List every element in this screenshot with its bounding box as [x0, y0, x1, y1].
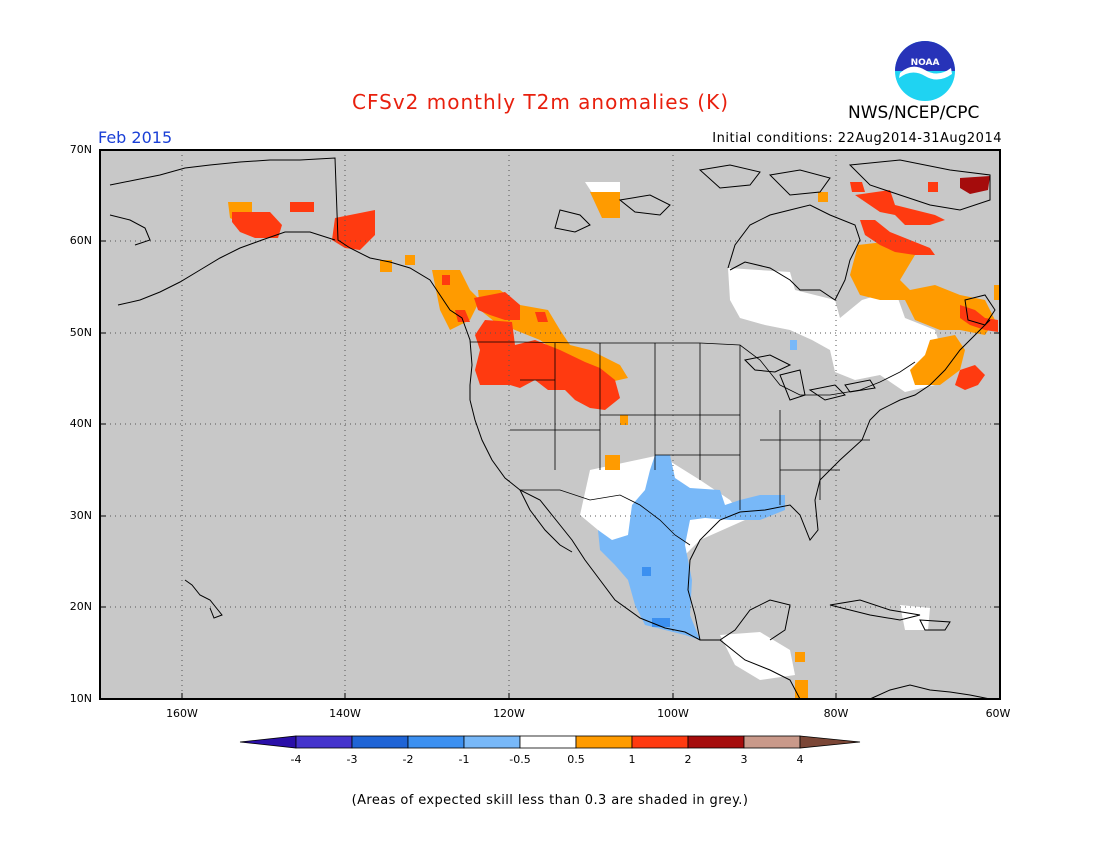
colorbar-label: 4	[796, 753, 804, 766]
colorbar-swatch	[575, 735, 633, 749]
colorbar-swatch	[631, 735, 689, 749]
extreme-warm-area	[960, 176, 990, 194]
colorbar-label: -2	[402, 753, 414, 766]
chart-title: CFSv2 monthly T2m anomalies (K)	[352, 90, 729, 114]
colorbar-label: 1	[628, 753, 636, 766]
lat-label: 20N	[69, 600, 92, 613]
lon-label: 100W	[657, 707, 689, 720]
map-gridlines	[100, 150, 1000, 699]
below-normal-areas	[598, 340, 797, 640]
colorbar-swatch	[407, 735, 465, 749]
colorbar-end-low	[239, 735, 297, 749]
lat-label: 70N	[69, 143, 92, 156]
colorbar-end-high	[799, 735, 861, 749]
colorbar-swatch	[351, 735, 409, 749]
colorbar-swatch	[743, 735, 801, 749]
colorbar-swatch	[519, 735, 577, 749]
political-boundaries	[470, 341, 916, 546]
svg-text:NOAA: NOAA	[911, 58, 940, 68]
axis-ticks	[100, 240, 1000, 699]
warm-anomaly-areas-strong	[232, 182, 998, 410]
below-normal-cell	[642, 567, 651, 576]
lon-label: 160W	[166, 707, 198, 720]
colorbar-label: 0.5	[567, 753, 585, 766]
colorbar	[239, 735, 861, 749]
colorbar-label: -3	[346, 753, 358, 766]
colorbar-label: -4	[290, 753, 302, 766]
forecast-month-label: Feb 2015	[98, 128, 173, 147]
colorbar-label: -1	[458, 753, 470, 766]
lat-label: 60N	[69, 234, 92, 247]
colorbar-swatch	[687, 735, 745, 749]
lat-label: 10N	[69, 692, 92, 705]
lon-label: 120W	[493, 707, 525, 720]
lon-label: 60W	[985, 707, 1011, 720]
lat-label: 40N	[69, 417, 92, 430]
noaa-logo: NOAA	[895, 41, 955, 101]
colorbar-label: 2	[684, 753, 692, 766]
agency-label: NWS/NCEP/CPC	[848, 103, 980, 123]
coastlines	[109, 157, 996, 700]
initial-conditions-label: Initial conditions: 22Aug2014-31Aug2014	[712, 131, 1002, 146]
lat-label: 30N	[69, 509, 92, 522]
below-normal-cell	[652, 618, 670, 627]
colorbar-swatch	[295, 735, 353, 749]
colorbar-label: -0.5	[509, 753, 531, 766]
skill-footnote: (Areas of expected skill less than 0.3 a…	[351, 793, 749, 808]
colorbar-swatch	[463, 735, 521, 749]
lat-label: 50N	[69, 326, 92, 339]
lon-label: 80W	[823, 707, 849, 720]
colorbar-label: 3	[740, 753, 748, 766]
lon-label: 140W	[329, 707, 361, 720]
